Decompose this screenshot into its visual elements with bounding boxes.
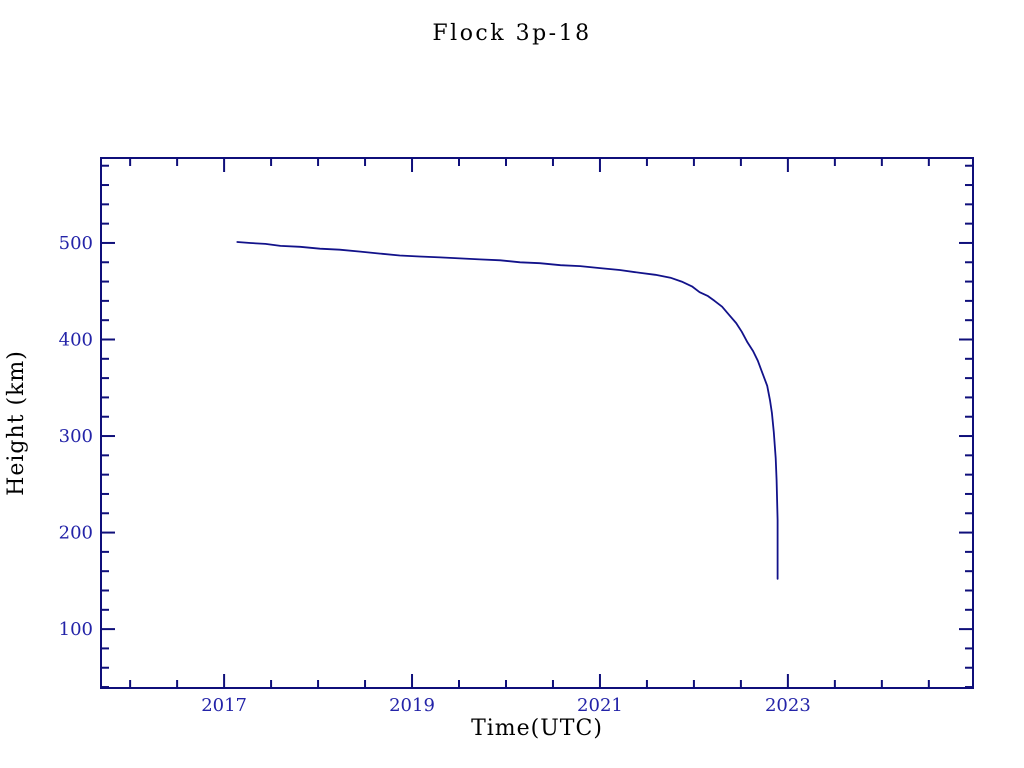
x-tick-label: 2017 <box>201 695 247 716</box>
x-axis-label: Time(UTC) <box>471 716 603 741</box>
y-tick-label: 400 <box>59 329 93 350</box>
y-tick-label: 100 <box>59 619 93 640</box>
x-tick-label: 2023 <box>765 695 811 716</box>
height-decay-curve <box>236 241 779 580</box>
y-tick-label: 200 <box>59 523 93 544</box>
plot-border <box>100 157 974 689</box>
y-tick-label: 300 <box>59 426 93 447</box>
chart-title: Flock 3p-18 <box>432 21 592 46</box>
y-tick-label: 500 <box>59 233 93 254</box>
x-tick-label: 2021 <box>577 695 623 716</box>
x-tick-label: 2019 <box>389 695 435 716</box>
